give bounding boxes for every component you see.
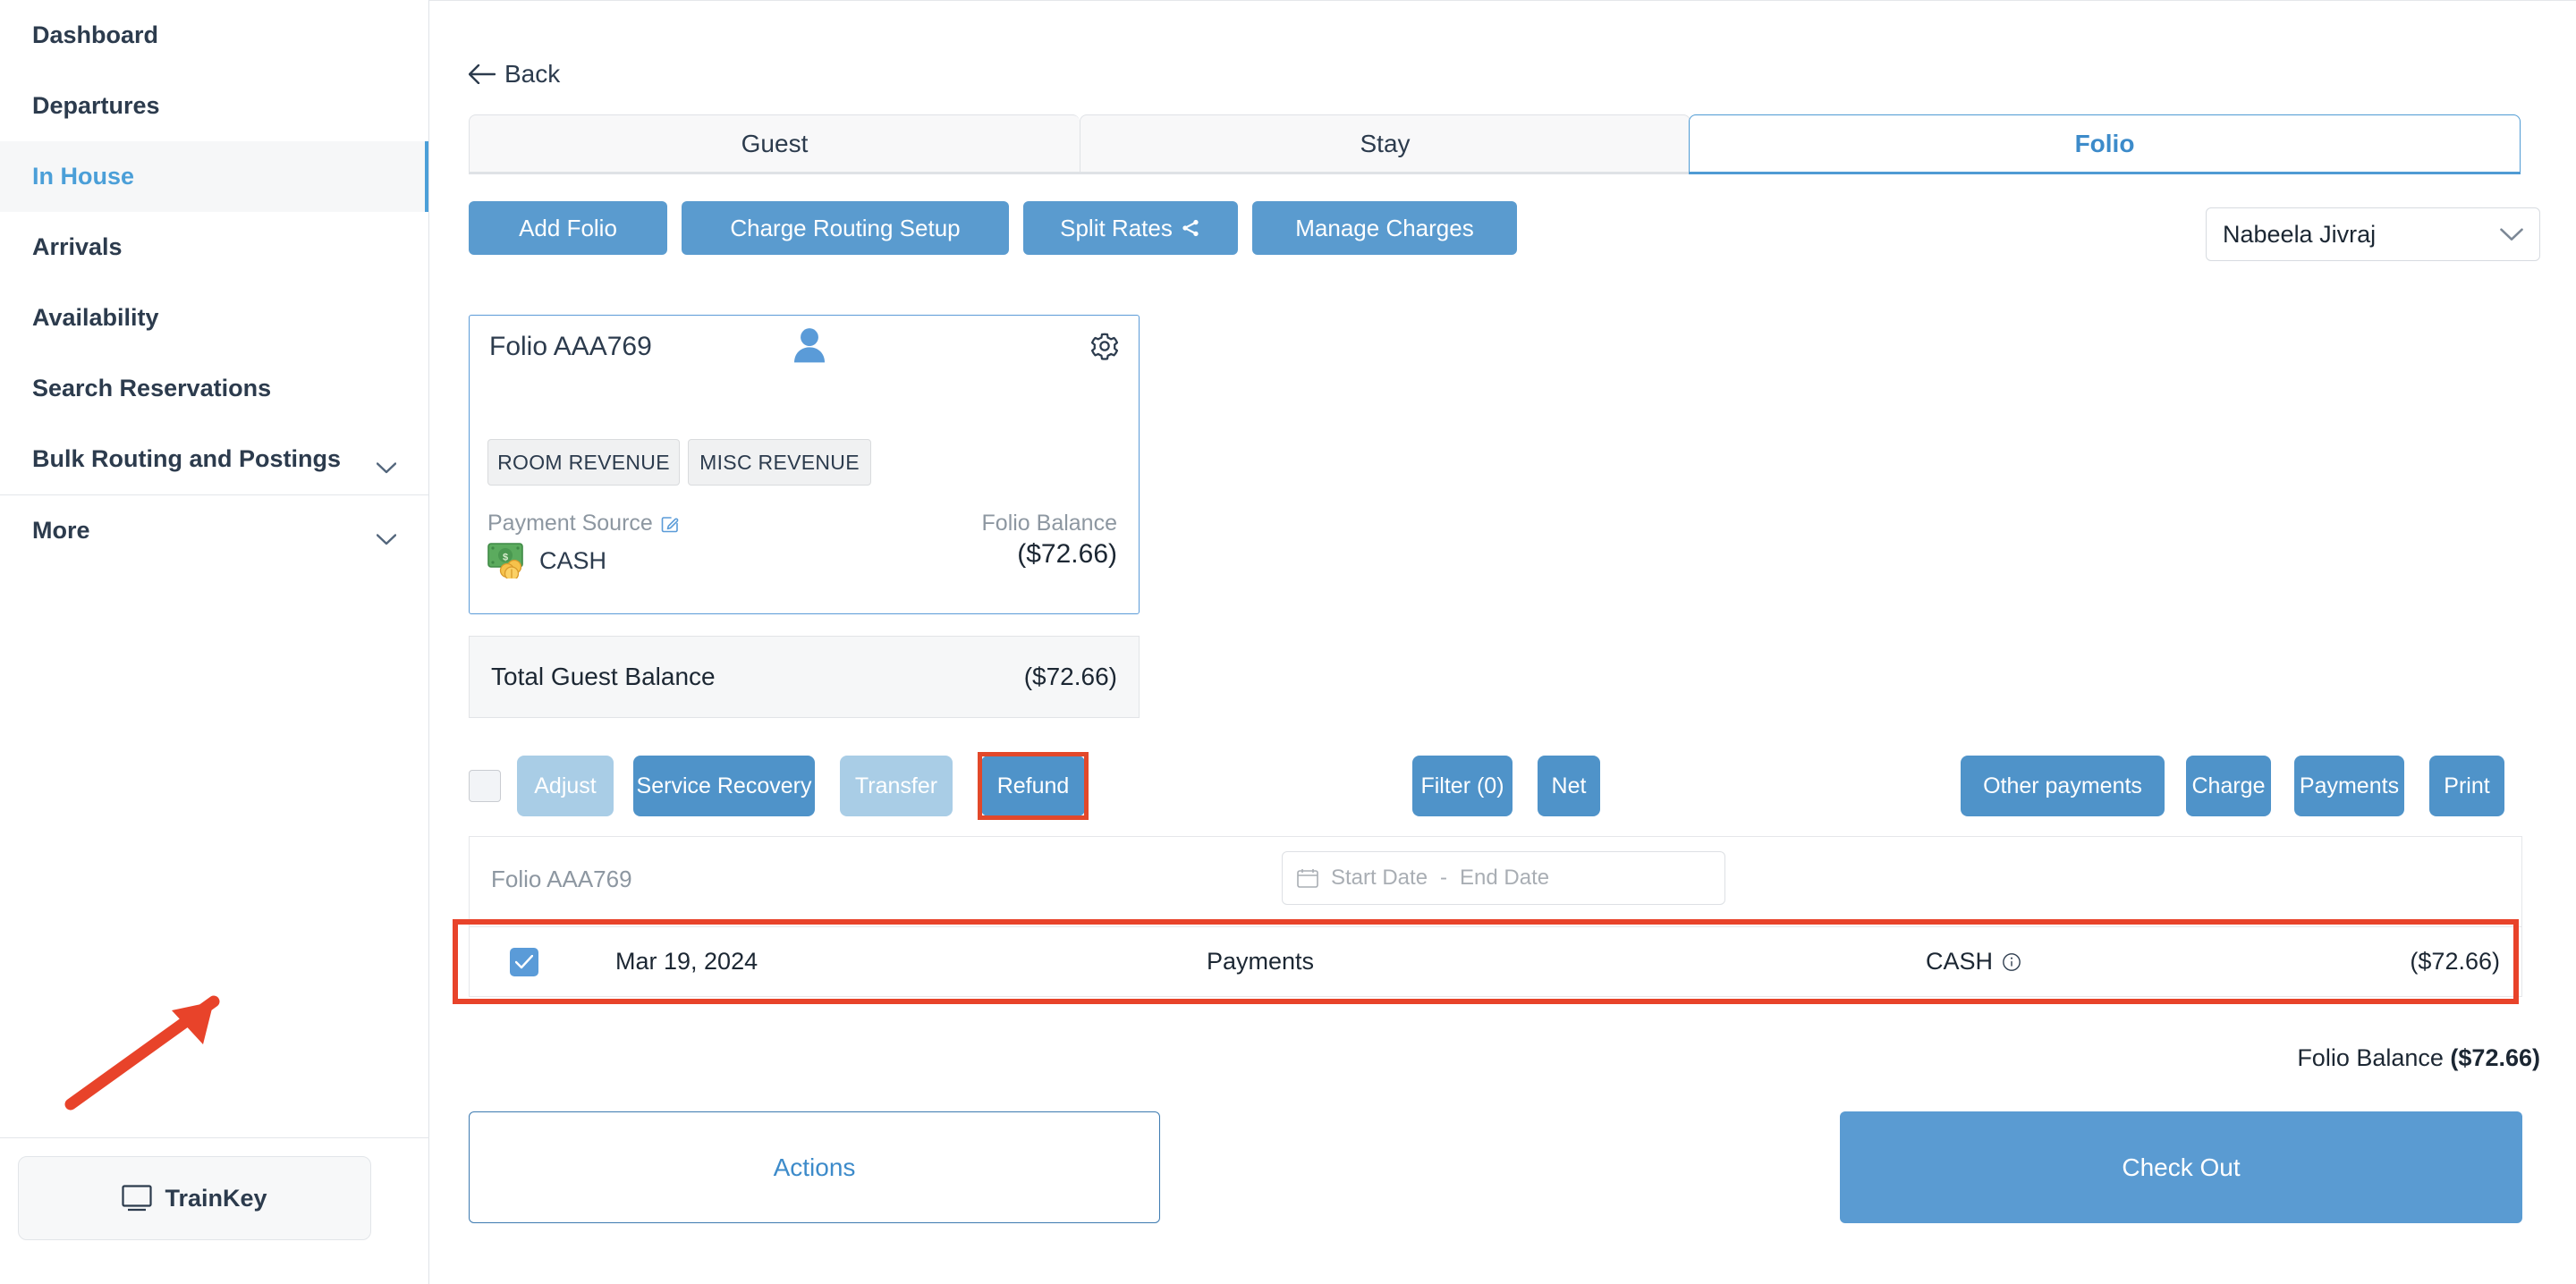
svg-text:$: $ [503, 553, 508, 563]
